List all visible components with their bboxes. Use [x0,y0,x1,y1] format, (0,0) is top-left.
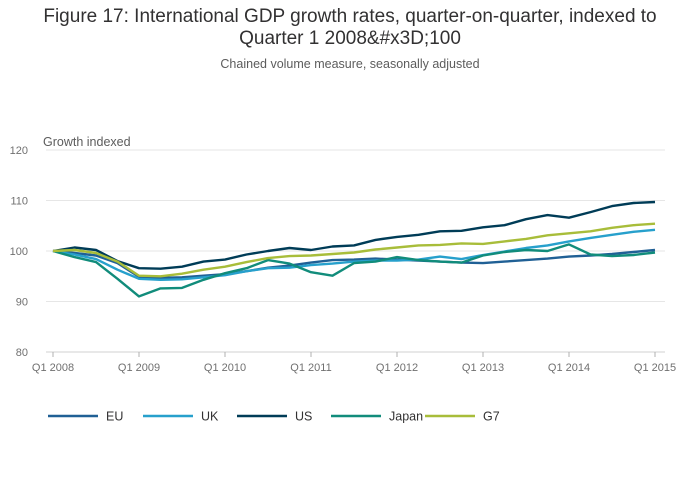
y-tick-label: 100 [10,246,28,258]
chart-subtitle: Chained volume measure, seasonally adjus… [220,57,480,71]
series-line-uk [52,228,656,281]
x-tick-label: Q1 2009 [118,362,160,374]
y-tick-label: 80 [16,347,28,359]
legend-label: EU [106,410,123,424]
legend-label: UK [201,410,219,424]
legend-item-us[interactable]: US [237,410,312,424]
series-line-japan [52,243,656,298]
legend-item-eu[interactable]: EU [48,410,123,424]
x-tick-label: Q1 2008 [32,362,74,374]
x-tick-label: Q1 2011 [290,362,331,374]
y-axis: 80 90 100 110 120 [10,145,28,359]
legend-label: US [295,410,312,424]
x-tick-label: Q1 2014 [548,362,590,374]
y-tick-label: 90 [16,297,28,309]
y-tick-label: 120 [10,145,28,157]
legend-item-uk[interactable]: UK [143,410,219,424]
gridlines [46,149,665,353]
series-line-eu [52,248,656,279]
legend-item-g7[interactable]: G7 [425,410,500,424]
legend[interactable]: EU UK US Japan G7 [48,410,500,424]
x-tick-label: Q1 2012 [376,362,418,374]
x-tick-label: Q1 2010 [204,362,246,374]
legend-item-japan[interactable]: Japan [331,410,423,424]
y-tick-label: 110 [10,196,28,208]
series-line-g7 [52,222,656,278]
y-axis-label: Growth indexed [43,135,131,149]
legend-label: Japan [389,410,423,424]
series-line-us [52,200,656,270]
chart-title-line-1: Figure 17: International GDP growth rate… [43,6,657,27]
x-tick-label: Q1 2015 [634,362,676,374]
x-axis: Q1 2008 Q1 2009 Q1 2010 Q1 2011 Q1 2012 Q1 20… [32,352,676,374]
legend-label: G7 [483,410,500,424]
series-lines [52,200,656,298]
x-tick-label: Q1 2013 [462,362,504,374]
chart-title: Figure 17: International GDP growth rate… [0,6,700,50]
chart-title-line-2: Quarter 1 2008&#x3D;100 [239,28,461,49]
